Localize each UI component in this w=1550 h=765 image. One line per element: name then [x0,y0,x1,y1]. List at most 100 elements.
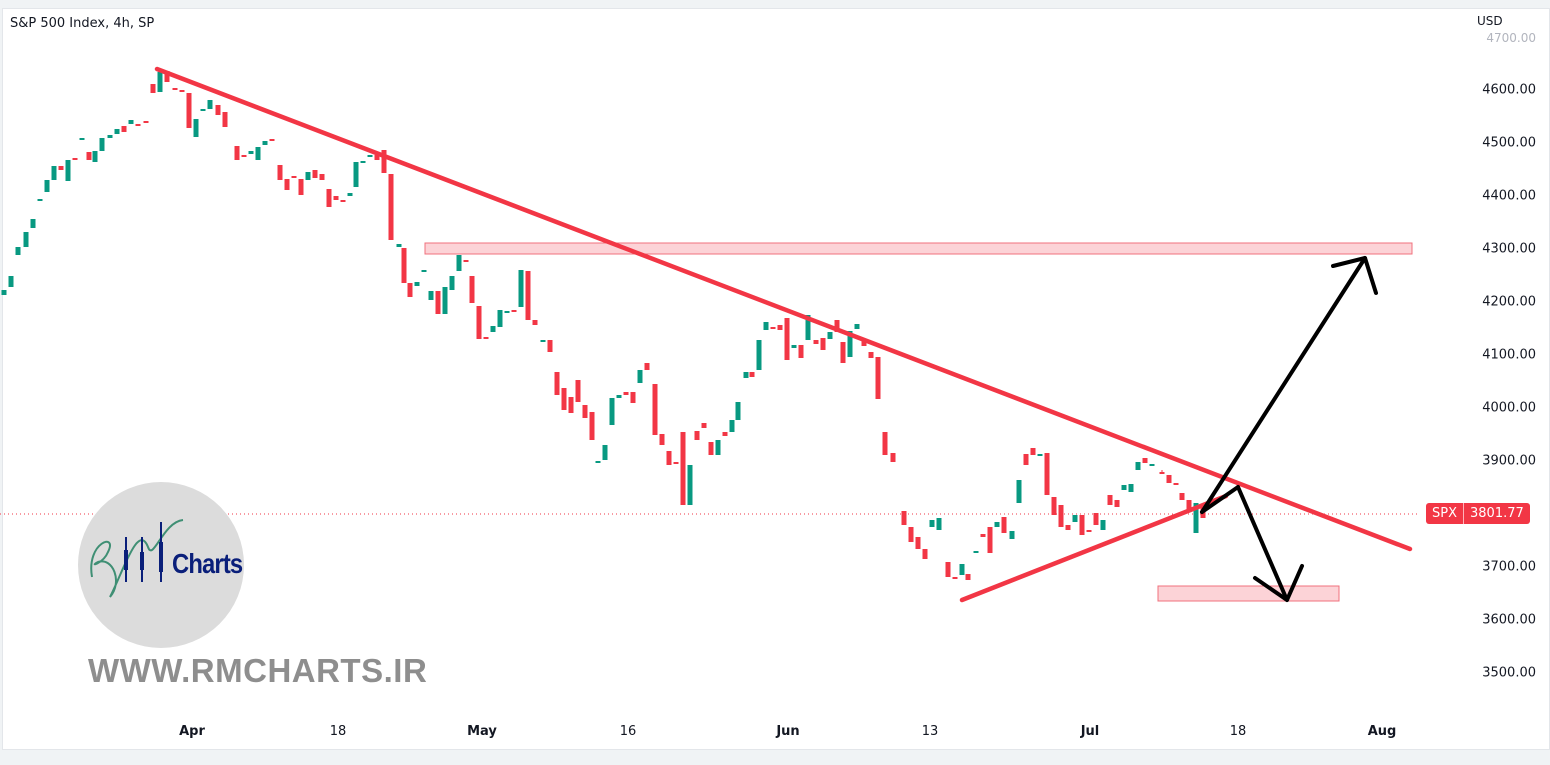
candle-body [540,340,546,342]
candle-body [414,282,420,286]
candle-body [121,126,127,132]
bearish-scenario-arrow[interactable] [1236,485,1304,602]
candle-body [1016,480,1022,503]
candle-body [277,165,283,180]
candle-body [936,518,942,530]
candle-body [708,442,714,455]
candle-body [463,260,469,262]
candle-body [312,170,318,178]
chart-frame [2,8,1550,750]
price-axis[interactable]: USD 4700.00 4600.00 4500.00 4400.00 4300.00 4… [1420,0,1550,748]
candlestick-chart[interactable] [0,0,1420,718]
price-tick: 4500.00 [1482,135,1536,151]
candle-body [388,174,394,240]
candle-body [749,372,755,377]
candle-body [770,327,776,329]
candle-body [1100,520,1106,530]
candle-body [23,232,29,247]
price-tick: 3600.00 [1482,612,1536,628]
candle-body [51,166,57,180]
candle-body [248,151,254,154]
candle-body [980,534,986,537]
candle-body [687,465,693,505]
candle-body [1142,458,1148,463]
candle-body [234,146,240,160]
time-tick: May [467,724,497,739]
candle-body [1058,505,1064,527]
time-tick: 13 [921,724,939,739]
candle-body [630,392,636,403]
candle-body [644,363,650,370]
candle-body [805,315,811,340]
candle-body [135,124,141,126]
candle-body [340,200,346,202]
time-tick: Aug [1367,724,1397,739]
descending-resistance[interactable] [154,66,1413,552]
ascending-support[interactable] [959,493,1229,603]
candle-body [490,326,496,332]
candle-body [915,537,921,549]
candle-body [442,287,448,314]
candle-body [1030,448,1036,455]
candle-body [929,520,935,527]
candle-body [1121,485,1127,490]
candle-body [798,345,804,358]
candle-body [298,179,304,195]
candle-body [99,138,105,151]
candle-body [326,189,332,207]
candle-body [407,283,413,297]
candle-body [623,392,629,395]
price-tick: 4400.00 [1482,188,1536,204]
candle-body [86,152,92,160]
target-zone-3650[interactable] [1157,585,1340,602]
resistance-zone-4300[interactable] [424,242,1413,255]
watermark-logo [78,482,244,648]
candle-body [44,180,50,192]
candle-body [840,342,846,363]
candle-body [1044,453,1050,495]
candle-body [511,310,517,312]
candle-body [262,141,268,145]
candle-body [568,397,574,413]
candle-body [449,276,455,290]
candle-body [1135,462,1141,470]
candle-body [222,112,228,127]
candle-body [694,431,700,440]
price-tick: 4700.00 [1486,31,1536,45]
time-axis[interactable]: Apr 18 May 16 Jun 13 Jul 18 Aug [0,718,1420,746]
candle-body [15,247,21,255]
price-tick: 4100.00 [1482,347,1536,363]
candle-body [659,434,665,445]
candle-body [1149,464,1155,466]
candle-body [37,199,43,201]
candle-body [347,193,353,196]
candle-body [353,162,359,187]
candle-body [401,248,407,283]
candle-body [396,244,402,247]
candle-body [143,121,149,123]
candle-body [589,412,595,440]
candle-body [847,331,853,357]
watermark-site-url: WWW.RMCHARTS.IR [88,652,428,689]
candle-body [908,527,914,542]
candle-body [421,270,427,272]
candle-body [30,219,36,228]
candle-body [756,340,762,370]
currency-label: USD [1477,14,1503,28]
candle-body [1128,484,1134,492]
candle-body [157,72,163,92]
candle-body [428,291,434,300]
bullish-scenario-arrow[interactable] [1200,256,1378,514]
last-price-value: 3801.77 [1470,506,1524,521]
candle-body [554,372,560,395]
arrow-head-icon [1253,564,1304,602]
candle-body [882,432,888,455]
candle-body [319,174,325,180]
candle-body [743,372,749,378]
candle-body [813,340,819,344]
candle-body [666,451,672,465]
candle-body [561,388,567,410]
candle-body [532,320,538,325]
candle-body [735,402,741,420]
candle-body [435,291,441,314]
